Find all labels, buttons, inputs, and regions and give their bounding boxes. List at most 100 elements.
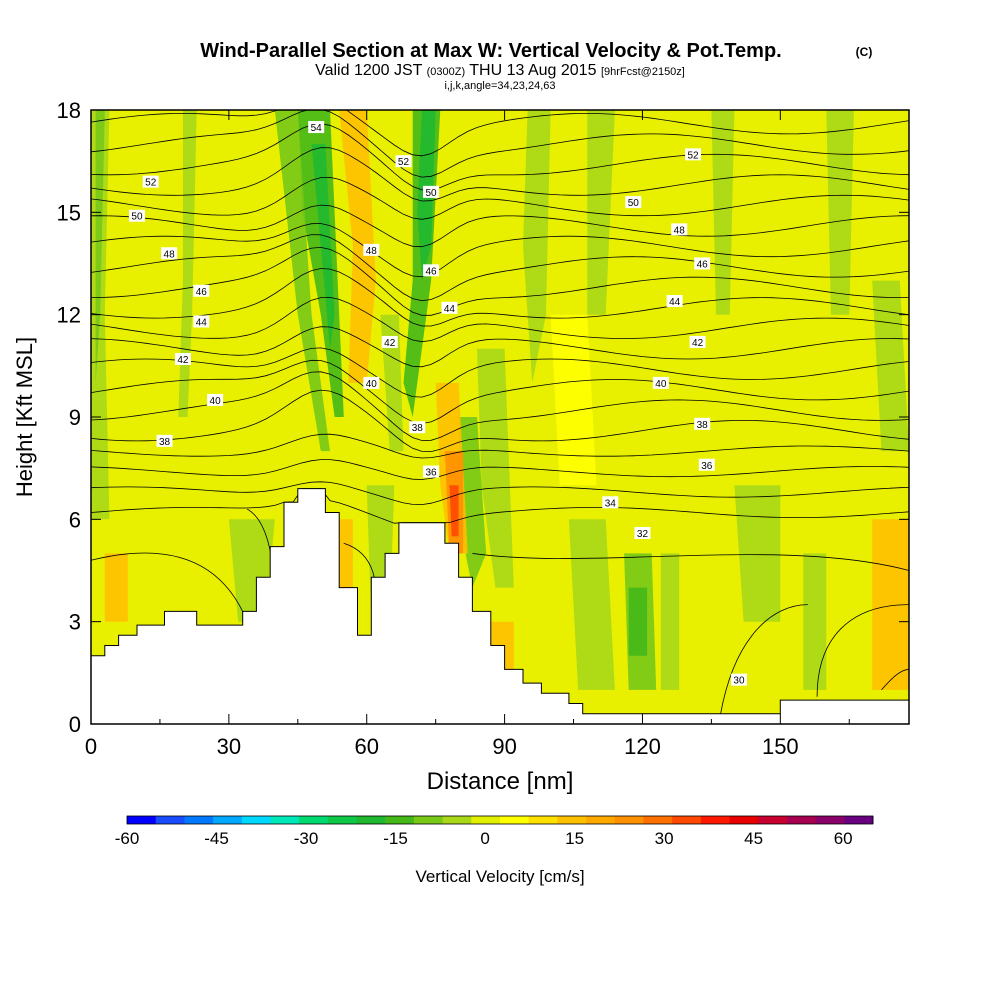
contour-label-text: 42	[384, 338, 396, 349]
colorbar-swatch	[844, 816, 874, 824]
contour-label-text: 44	[444, 304, 456, 315]
contour-label-text: 34	[605, 498, 617, 509]
velocity-band-8	[380, 314, 404, 452]
colorbar-swatch	[758, 816, 788, 824]
contour-label-text: 38	[159, 437, 171, 448]
chart-params: i,j,k,angle=34,23,24,63	[444, 80, 555, 92]
theta-contour-19	[91, 110, 909, 157]
velocity-band-11	[523, 110, 551, 383]
colorbar-swatch	[643, 816, 673, 824]
contour-label-text: 52	[398, 157, 410, 168]
velocity-band-18	[628, 587, 648, 656]
y-tick-label: 0	[69, 712, 81, 737]
x-tick-label: 30	[217, 734, 241, 759]
colorbar-swatch	[815, 816, 845, 824]
theta-contour-13	[91, 223, 909, 278]
velocity-band-21	[803, 553, 827, 690]
y-tick-label: 9	[69, 405, 81, 430]
contour-label-text: 40	[366, 379, 378, 390]
theta-contour-14	[91, 204, 909, 248]
contour-label-bg	[689, 335, 706, 348]
contour-label-text: 48	[164, 249, 176, 260]
contour-label-bg	[381, 335, 398, 348]
colorbar-tick-label: 60	[834, 829, 853, 848]
contour-label-text: 48	[674, 225, 686, 236]
contour-label: 48	[671, 223, 688, 236]
colorbar-tick-label: 45	[744, 829, 763, 848]
contour-label: 36	[698, 458, 715, 472]
contour-label-text: 40	[655, 379, 667, 390]
contour-label-text: 52	[687, 150, 699, 161]
contour-label-text: 38	[697, 420, 709, 431]
colorbar-swatch	[184, 816, 214, 824]
colorbar-swatch	[700, 816, 731, 824]
theta-contour-15	[91, 176, 909, 220]
contour-label-bg	[409, 421, 426, 434]
theta-contour-10	[91, 268, 909, 327]
theta-contour-12	[91, 234, 909, 302]
contour-label-bg	[671, 223, 688, 236]
velocity-band-16	[568, 519, 615, 690]
colorbar-label: Vertical Velocity [cm/s]	[415, 867, 584, 886]
contour-label-text: 48	[366, 246, 378, 257]
contour-label: 42	[689, 335, 706, 349]
theta-contour-0	[91, 488, 909, 524]
velocity-band-2	[178, 110, 197, 417]
velocity-band-20	[734, 485, 781, 622]
contour-label: 40	[652, 376, 669, 390]
subtitle-utc: (0300Z)	[427, 66, 466, 78]
contour-label: 46	[423, 264, 440, 277]
contour-label-bg	[156, 434, 173, 447]
contour-label-bg	[363, 376, 380, 389]
contour-label-bg	[308, 121, 325, 134]
theta-contour-11	[91, 246, 909, 316]
contour-label-text: 36	[426, 468, 438, 479]
theta-contour-6	[91, 359, 909, 424]
colorbar-swatch	[299, 816, 329, 824]
colorbar-tick-label: 30	[655, 829, 674, 848]
contour-label-text: 44	[669, 297, 681, 308]
y-tick-label: 6	[69, 507, 81, 532]
x-axis-label: Distance [nm]	[427, 768, 574, 795]
contour-label: 38	[694, 417, 711, 431]
contour-label: 52	[395, 155, 412, 168]
contour-label: 32	[634, 526, 651, 540]
contour-label: 40	[363, 376, 380, 390]
contour-label: 52	[142, 175, 159, 189]
theta-contour-low-3	[472, 553, 909, 571]
theta-contour-low-4	[720, 604, 808, 714]
contour-label-bg	[128, 209, 145, 222]
x-tick-label: 0	[85, 734, 97, 759]
colorbar-tick-label: 15	[565, 829, 584, 848]
colorbar-swatch	[500, 816, 530, 824]
contour-label-text: 38	[412, 423, 424, 434]
contour-label-bg	[174, 353, 191, 366]
contour-label-bg	[666, 295, 683, 308]
contour-label: 46	[193, 284, 210, 298]
colorbar-swatch	[270, 816, 300, 824]
y-tick-label: 3	[69, 610, 81, 635]
colorbar-swatch	[528, 816, 558, 824]
colorbar-swatch	[672, 816, 702, 824]
velocity-band-32	[872, 519, 909, 690]
colorbar: -60 -45 -30 -15 0 15 30 45 60	[115, 815, 874, 848]
contour-label-bg	[193, 315, 210, 328]
colorbar-swatch	[356, 816, 386, 824]
colorbar-swatch	[327, 816, 358, 824]
contour-label-text: 42	[692, 338, 704, 349]
colorbar-swatch	[586, 816, 616, 824]
x-tick-label: 120	[624, 734, 661, 759]
theta-contour-4	[91, 389, 909, 453]
contour-label-bg	[685, 148, 702, 161]
colorbar-tick-label: 0	[480, 829, 489, 848]
contour-label: 40	[207, 393, 224, 407]
contour-label-bg	[363, 243, 380, 256]
contour-label-bg	[441, 301, 458, 314]
y-axis-label: Height [Kft MSL]	[12, 337, 37, 497]
theta-contour-1	[91, 481, 909, 506]
contour-label: 44	[441, 301, 458, 315]
contour-label-text: 50	[628, 198, 640, 209]
contour-label-bg	[193, 284, 210, 297]
